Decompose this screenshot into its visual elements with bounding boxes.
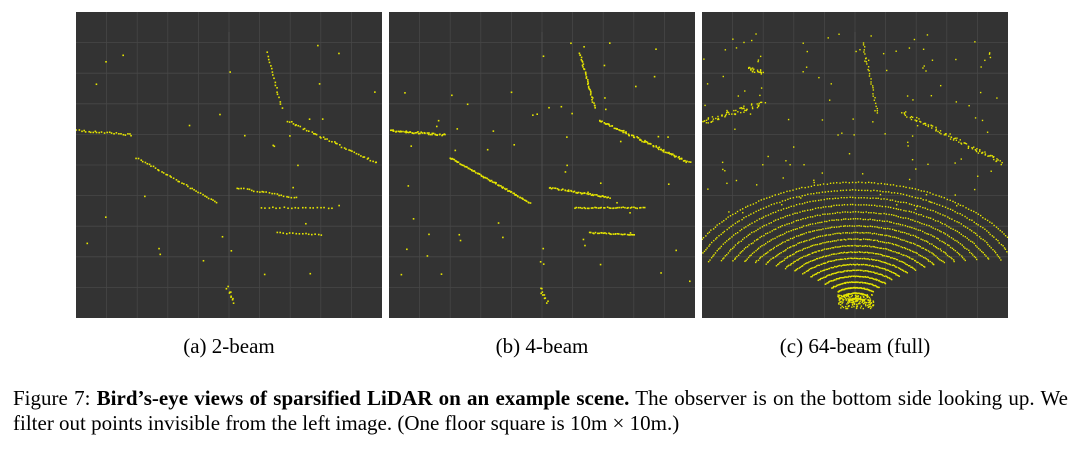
caption-prefix: Figure 7: <box>13 386 97 410</box>
lidar-panel-4-beam <box>389 12 695 318</box>
lidar-points <box>389 42 692 304</box>
floor-grid <box>76 12 382 318</box>
caption-bold: Bird’s-eye views of sparsified LiDAR on … <box>96 386 630 410</box>
floor-grid <box>389 12 695 318</box>
lidar-panel-2-beam <box>76 12 382 318</box>
figure-caption: Figure 7: Bird’s-eye views of sparsified… <box>13 386 1068 436</box>
subfigure-label-a: (a) 2-beam <box>183 334 275 358</box>
lidar-bev-2-beam <box>76 12 382 318</box>
caption-text: The observer is on the bottom side looki… <box>13 386 1068 435</box>
lidar-points <box>702 33 1008 310</box>
lidar-points <box>76 44 378 304</box>
lidar-bev-4-beam <box>389 12 695 318</box>
subfigure-label-b: (b) 4-beam <box>495 334 589 358</box>
lidar-bev-64-beam <box>702 12 1008 318</box>
subfigure-label-c: (c) 64-beam (full) <box>779 334 931 358</box>
floor-grid <box>702 12 1008 318</box>
lidar-panel-64-beam <box>702 12 1008 318</box>
